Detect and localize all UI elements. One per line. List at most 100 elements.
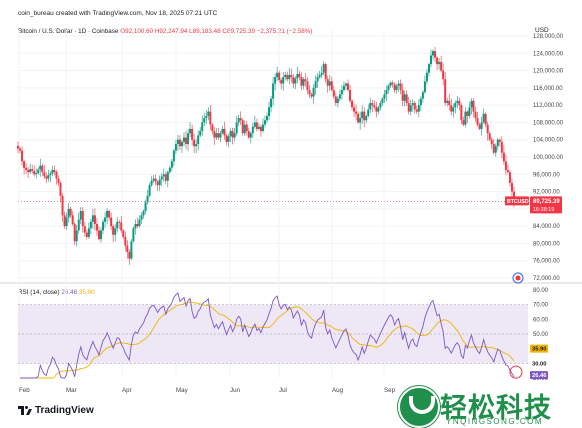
- candle-body: [100, 230, 103, 240]
- candle-body: [104, 217, 107, 222]
- candle-body: [106, 211, 109, 218]
- candle-body: [263, 120, 266, 125]
- candle-body: [361, 111, 364, 119]
- time-tick-label: Feb: [19, 387, 30, 394]
- candle-body: [85, 232, 88, 237]
- candle-body: [61, 195, 64, 216]
- candle-body: [57, 178, 60, 183]
- candle-body: [65, 217, 68, 227]
- candle-body: [359, 118, 362, 123]
- candle-body: [280, 80, 283, 84]
- price-tick-label: 120,000.00: [533, 69, 564, 75]
- rsi-ma-value: 35.90: [78, 289, 95, 296]
- candle-body: [334, 96, 337, 103]
- candle-body: [142, 211, 145, 216]
- candle-body: [227, 136, 230, 142]
- candle-body: [308, 90, 311, 95]
- candle-body: [270, 98, 273, 108]
- candle-body: [332, 90, 335, 97]
- candle-body: [43, 172, 46, 177]
- candle-body: [389, 82, 392, 86]
- time-tick-label: May: [176, 387, 189, 394]
- candle-body: [446, 100, 449, 103]
- candle-body: [146, 195, 149, 203]
- candle-body: [330, 81, 333, 91]
- rsi-ma-badge: [530, 344, 548, 353]
- candle-body: [118, 221, 121, 223]
- candle-body: [116, 221, 119, 229]
- rsi-tick-label: 70.00: [533, 303, 549, 309]
- time-tick-label: Aug: [332, 387, 344, 394]
- candle-body: [112, 226, 115, 235]
- candle-body: [93, 215, 96, 224]
- candle-body: [75, 230, 78, 242]
- candle-body: [168, 167, 171, 173]
- candle-body: [148, 185, 151, 196]
- candle-body: [286, 74, 289, 80]
- candle-body: [272, 83, 275, 99]
- candle-body: [122, 230, 125, 237]
- oversold-marker: [509, 365, 523, 379]
- candle-body: [415, 109, 418, 112]
- rsi-ma-badge-text: 35.90: [532, 347, 547, 353]
- candle-body: [178, 139, 181, 147]
- last-price-value: 89,725.39: [533, 199, 560, 205]
- candle-body: [466, 111, 469, 116]
- candle-body: [255, 122, 258, 129]
- candle-body: [496, 139, 499, 147]
- candle-body: [292, 77, 295, 84]
- candle-body: [442, 70, 445, 80]
- candle-body: [197, 135, 200, 145]
- candle-body: [67, 208, 70, 218]
- candle-body: [189, 128, 192, 134]
- rsi-tick-label: 80.00: [533, 288, 549, 294]
- candle-body: [432, 51, 435, 56]
- candle-body: [225, 135, 228, 142]
- candle-body: [126, 245, 129, 253]
- last-price-badge: [530, 196, 562, 214]
- candle-body: [180, 141, 183, 147]
- candle-body: [172, 150, 175, 162]
- candle-body: [510, 182, 513, 192]
- candle-body: [409, 105, 412, 112]
- time-tick-label: Mar: [66, 387, 77, 394]
- candle-body: [219, 133, 222, 138]
- candle-body: [340, 90, 343, 95]
- candle-body: [205, 115, 208, 119]
- candle-body: [83, 226, 86, 233]
- candle-body: [298, 74, 301, 78]
- candle-body: [276, 72, 279, 78]
- price-chart[interactable]: 128,000.00 124,000.00 120,000.00 116,000.00…: [0, 0, 582, 400]
- candle-body: [282, 77, 285, 84]
- candle-body: [316, 77, 319, 82]
- candle-body: [403, 94, 406, 101]
- candle-body: [176, 139, 179, 145]
- candle-body: [363, 111, 366, 121]
- candle-body: [312, 87, 315, 97]
- candle-body: [158, 179, 161, 186]
- candle-body: [462, 120, 465, 125]
- symbol-title: Bitcoin / U.S. Dollar · 1D · Coinbase: [18, 28, 119, 35]
- candle-body: [245, 124, 248, 132]
- watermark: 轻松科技 YNQINGSONG.COM: [396, 384, 582, 428]
- candle-body: [349, 90, 352, 101]
- candle-body: [73, 223, 76, 242]
- rsi-30-badge: [530, 359, 548, 368]
- rsi-value: 26.46: [61, 289, 78, 296]
- candle-body: [494, 146, 497, 153]
- candle-body: [318, 74, 321, 78]
- candle-body: [170, 161, 173, 168]
- candle-body: [89, 221, 92, 229]
- price-tick-label: 100,000.00: [533, 155, 564, 161]
- candle-body: [49, 173, 52, 176]
- candle-body: [425, 72, 428, 82]
- candle-body: [35, 172, 38, 175]
- candle-body: [108, 211, 111, 218]
- candle-body: [209, 111, 212, 125]
- candle-body: [484, 113, 487, 125]
- candle-body: [124, 236, 127, 246]
- price-tick-label: 92,000.00: [533, 190, 560, 196]
- candle-body: [480, 122, 483, 129]
- candle-body: [338, 94, 341, 99]
- candle-body: [387, 85, 390, 91]
